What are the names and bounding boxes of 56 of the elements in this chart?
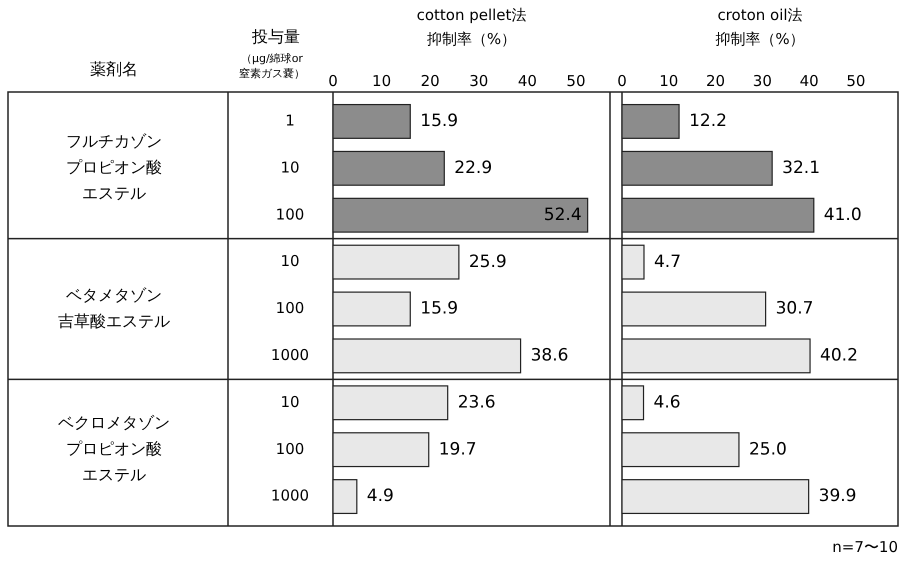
data-label: 25.0 — [748, 439, 787, 460]
data-label: 4.7 — [654, 252, 682, 272]
data-label: 4.9 — [366, 486, 394, 506]
text: ベタメタゾン — [66, 285, 162, 304]
x-tick-label: 40 — [800, 72, 819, 90]
text: n=7〜10 — [832, 538, 898, 556]
x-tick-label: 50 — [566, 72, 586, 90]
text: プロピオン酸 — [66, 439, 162, 458]
y-tick-label: 100 — [276, 440, 304, 458]
y-tick-label: 100 — [276, 299, 304, 318]
y-tick-label: 10 — [280, 158, 300, 176]
x-tick-label: 20 — [706, 72, 726, 90]
text: ベクロメタゾン — [58, 413, 170, 432]
data-label: 41.0 — [824, 204, 862, 225]
x-axis-title: 抑制率（%） — [715, 30, 805, 48]
text: （μg/綿球or — [241, 52, 304, 65]
text: 投与量 — [251, 27, 300, 46]
x-tick-label: 10 — [659, 72, 678, 90]
data-label: 19.7 — [438, 439, 477, 460]
x-tick-label: 30 — [469, 72, 488, 90]
text: プロピオン酸 — [66, 158, 162, 177]
data-label: 39.9 — [818, 486, 857, 506]
text: 吉草酸エステル — [58, 311, 170, 330]
text: エステル — [82, 465, 146, 484]
y-tick-label: 10 — [280, 252, 300, 270]
data-label: 25.9 — [468, 252, 507, 272]
text: 窒素ガス嚢） — [239, 67, 305, 80]
y-tick-label: 1 — [285, 112, 295, 130]
data-label: 12.2 — [689, 111, 727, 132]
chart-title: croton oil法 — [717, 6, 803, 24]
data-label: 4.6 — [654, 392, 681, 412]
x-tick-label: 0 — [328, 72, 338, 90]
x-tick-label: 20 — [420, 72, 440, 90]
data-label: 52.4 — [544, 204, 582, 225]
y-tick-label: 1000 — [270, 346, 310, 364]
text: 薬剤名 — [90, 59, 138, 78]
x-tick-label: 50 — [846, 72, 866, 90]
x-tick-label: 0 — [617, 72, 627, 90]
y-tick-label: 100 — [276, 205, 304, 224]
data-label: 23.6 — [458, 392, 496, 412]
data-label: 38.6 — [530, 346, 568, 366]
chart-title: cotton pellet法 — [416, 6, 526, 24]
x-tick-label: 40 — [518, 72, 537, 90]
x-axis-title: 抑制率（%） — [426, 30, 516, 48]
data-label: 40.2 — [820, 346, 858, 366]
x-tick-label: 10 — [372, 72, 392, 90]
y-tick-label: 1000 — [270, 486, 310, 505]
x-tick-label: 30 — [752, 72, 772, 90]
text: フルチカゾン — [66, 132, 162, 151]
data-label: 15.9 — [420, 298, 458, 319]
data-label: 15.9 — [420, 111, 458, 132]
text: エステル — [82, 184, 146, 203]
data-label: 22.9 — [454, 158, 492, 178]
data-label: 32.1 — [782, 158, 820, 178]
data-label: 30.7 — [776, 298, 814, 319]
y-tick-label: 10 — [280, 392, 300, 411]
